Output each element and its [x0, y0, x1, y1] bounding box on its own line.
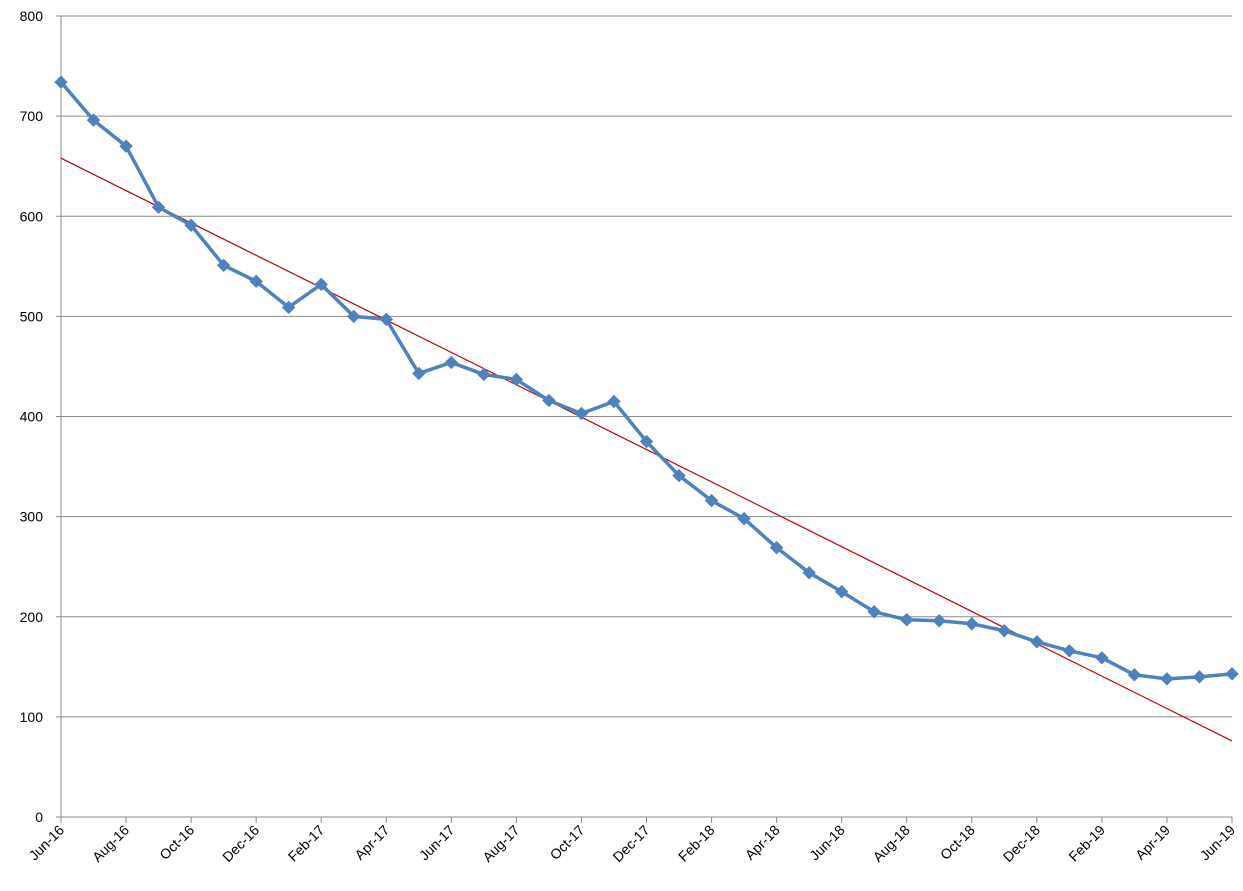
- data-point-marker: [704, 493, 719, 508]
- data-point-marker: [997, 624, 1012, 638]
- data-point-marker: [802, 565, 816, 580]
- x-tick-label: Feb-17: [285, 822, 328, 865]
- x-tick-label: Feb-18: [675, 822, 718, 865]
- y-tick-label: 300: [20, 509, 44, 525]
- data-point-marker: [834, 585, 849, 599]
- x-tick-label: Dec-17: [609, 822, 652, 865]
- data-point-marker: [672, 468, 686, 483]
- data-point-marker: [86, 113, 101, 127]
- data-point-marker: [542, 393, 556, 408]
- data-point-marker: [281, 300, 296, 315]
- axes: [56, 15, 1233, 823]
- x-tick-label: Dec-16: [219, 822, 262, 865]
- data-point-marker: [1030, 635, 1044, 649]
- data-point-marker: [737, 511, 751, 526]
- data-point-marker: [347, 309, 361, 324]
- x-tick-label: Jun-19: [1197, 822, 1239, 864]
- data-point-marker: [607, 394, 621, 409]
- data-point-marker: [867, 605, 881, 619]
- y-axis-tick-labels: 0 100 200 300 400 500 600 700 800: [20, 8, 44, 825]
- y-tick-label: 700: [20, 108, 44, 124]
- series-line: [59, 80, 1234, 681]
- data-point-marker: [1160, 672, 1174, 686]
- data-point-marker: [1192, 670, 1207, 684]
- gridlines: [61, 15, 1232, 718]
- x-tick-label: Aug-17: [479, 822, 522, 865]
- x-tick-label: Aug-16: [89, 822, 132, 865]
- data-point-marker: [119, 139, 133, 153]
- x-tick-label: Oct-17: [547, 822, 588, 863]
- y-tick-label: 600: [20, 208, 44, 224]
- data-point-marker: [932, 614, 946, 628]
- data-point-marker: [477, 367, 491, 382]
- data-point-marker: [1127, 668, 1142, 682]
- y-tick-label: 500: [20, 308, 44, 324]
- x-tick-label: Jun-17: [416, 822, 458, 864]
- data-point-marker: [379, 312, 393, 327]
- x-tick-label: Apr-17: [351, 822, 392, 863]
- data-point-marker: [444, 355, 459, 370]
- y-tick-label: 800: [20, 8, 44, 24]
- data-point-marker: [314, 277, 328, 292]
- y-tick-label: 100: [20, 709, 44, 725]
- trendline-layer: [60, 157, 1233, 742]
- y-tick-label: 200: [20, 609, 44, 625]
- data-point-marker: [412, 366, 426, 381]
- data-point-marker: [900, 613, 914, 627]
- data-point-marker: [574, 406, 589, 421]
- data-point-marker: [151, 200, 166, 214]
- y-tick-label: 0: [35, 809, 43, 825]
- x-tick-label: Oct-16: [156, 822, 197, 863]
- data-point-marker: [509, 372, 524, 387]
- data-point-marker: [249, 274, 263, 289]
- data-point-marker: [1225, 667, 1239, 681]
- data-point-marker: [769, 540, 784, 555]
- data-point-marker: [1062, 644, 1077, 658]
- x-tick-label: Feb-19: [1065, 822, 1108, 865]
- x-tick-label: Jun-18: [806, 822, 848, 864]
- x-tick-label: Dec-18: [1000, 822, 1043, 865]
- y-tick-label: 400: [20, 409, 44, 425]
- trendline: [60, 157, 1233, 742]
- data-point-marker: [639, 434, 654, 449]
- x-tick-label: Oct-18: [937, 822, 978, 863]
- data-point-marker: [216, 258, 231, 273]
- x-tick-label: Apr-18: [742, 822, 783, 863]
- data-point-marker: [184, 218, 198, 232]
- x-tick-label: Jun-16: [26, 822, 68, 864]
- data-point-marker: [54, 75, 68, 89]
- x-tick-label: Aug-18: [870, 822, 913, 865]
- data-point-marker: [965, 617, 979, 631]
- x-axis-tick-labels: Jun-16 Aug-16 Oct-16 Dec-16 Feb-17 Apr-17 Jun-…: [26, 822, 1239, 865]
- series-layer: [54, 75, 1239, 686]
- data-point-marker: [1095, 651, 1109, 665]
- x-tick-label: Apr-19: [1132, 822, 1173, 863]
